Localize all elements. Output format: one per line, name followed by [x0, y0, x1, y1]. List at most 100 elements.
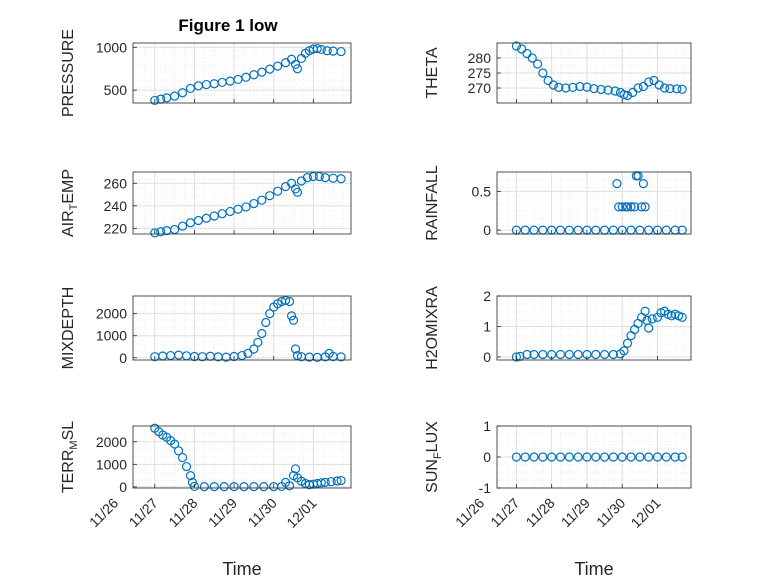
data-point: [259, 482, 269, 492]
data-point: [652, 452, 663, 462]
data-point: [564, 349, 574, 360]
data-point: [619, 346, 629, 356]
data-point: [589, 83, 599, 94]
data-point: [239, 482, 249, 492]
data-point: [265, 64, 275, 74]
data-point: [610, 86, 620, 96]
y-tick-label: 270: [468, 80, 492, 96]
data-point: [243, 348, 253, 358]
data-point: [257, 328, 267, 339]
data-point: [603, 85, 613, 95]
data-point: [322, 46, 332, 56]
y-tick-label: 0: [483, 349, 491, 365]
data-point: [290, 344, 301, 354]
data-point: [522, 48, 532, 59]
data-point: [511, 41, 522, 51]
data-point: [626, 202, 636, 212]
data-point: [529, 349, 539, 360]
y-tick-label: 220: [104, 220, 128, 236]
data-point: [554, 82, 564, 93]
y-tick-label: 1: [483, 418, 491, 434]
data-point: [626, 452, 636, 462]
data-point: [292, 64, 303, 74]
data-point: [290, 59, 301, 70]
data-point: [538, 349, 548, 360]
y-axis-label: MIXDEPTH: [60, 287, 77, 370]
data-point: [529, 452, 539, 462]
y-tick-label: 1000: [96, 456, 127, 472]
data-point: [336, 352, 346, 362]
data-point: [644, 452, 654, 462]
data-point: [582, 452, 592, 462]
y-tick-label: 0: [483, 222, 491, 238]
data-point: [265, 309, 275, 319]
data-point: [561, 83, 571, 93]
data-point: [522, 349, 532, 360]
data-point: [628, 87, 638, 98]
data-point: [548, 80, 559, 90]
data-point: [320, 477, 330, 487]
data-point: [511, 452, 522, 462]
data-point: [617, 452, 627, 462]
data-point: [619, 89, 629, 100]
data-point: [538, 68, 548, 78]
x-tick-label: 12/01: [628, 495, 664, 531]
data-point: [568, 82, 578, 93]
y-tick-label: 0.5: [472, 183, 492, 199]
data-point: [617, 202, 627, 212]
data-point: [599, 349, 610, 360]
data-point: [257, 67, 267, 77]
data-point: [314, 171, 324, 182]
data-point: [644, 323, 654, 333]
data-point: [633, 83, 643, 93]
data-point: [638, 179, 648, 189]
data-point: [177, 221, 188, 231]
data-point: [316, 478, 326, 488]
data-point: [614, 202, 624, 212]
y-tick-label: 240: [104, 198, 128, 214]
data-point: [173, 446, 184, 456]
data-point: [249, 198, 259, 209]
data-point: [582, 82, 592, 92]
data-point: [241, 72, 251, 82]
data-point: [575, 81, 585, 92]
data-point: [209, 482, 219, 492]
data-point: [622, 90, 633, 101]
y-axis-label: TERRMSL: [60, 421, 80, 493]
x-tick-label: 11/27: [487, 495, 523, 531]
data-point: [170, 91, 180, 101]
data-point: [532, 59, 543, 69]
subplot-rainfall: 0 0.5 RAINFALL: [424, 165, 692, 241]
x-axis-label: Time: [222, 559, 261, 579]
data-point: [288, 315, 299, 325]
data-point: [677, 312, 687, 322]
x-tick-label: 11/29: [205, 495, 241, 531]
y-tick-label: 2000: [96, 434, 127, 450]
data-point: [336, 475, 346, 486]
x-tick-label: 11/29: [558, 495, 594, 531]
data-point: [511, 352, 522, 362]
data-point: [150, 228, 160, 238]
data-point: [249, 482, 259, 492]
y-tick-label: 275: [468, 65, 492, 81]
data-point: [599, 452, 610, 462]
data-point: [608, 452, 619, 462]
data-point: [189, 481, 200, 492]
subplot-h2omixra: 0 1 2 H2OMIXRA: [424, 286, 692, 370]
y-tick-label: 0: [119, 479, 127, 495]
data-point: [273, 61, 283, 71]
data-point: [591, 349, 601, 360]
data-point: [261, 317, 271, 328]
data-point: [640, 202, 650, 212]
data-point: [555, 349, 566, 360]
x-tick-label: 11/30: [244, 495, 280, 531]
data-point: [219, 482, 229, 492]
data-point: [629, 202, 640, 212]
data-point: [185, 83, 196, 94]
data-point: [290, 464, 301, 474]
data-point: [249, 70, 259, 80]
data-point: [249, 344, 259, 354]
data-point: [308, 171, 318, 182]
